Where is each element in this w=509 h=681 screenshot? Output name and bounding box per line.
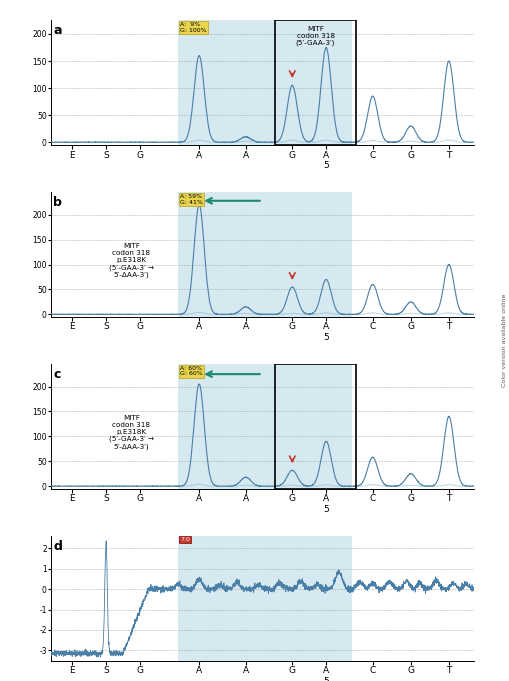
Text: a: a xyxy=(53,24,62,37)
Text: MITF
codon 318
(5′-GAA-3′): MITF codon 318 (5′-GAA-3′) xyxy=(295,26,334,46)
Text: b: b xyxy=(53,196,62,209)
Text: MITF
codon 318
p.E318K
(5′-GAA-3′ →
5′-ΔAA-3′): MITF codon 318 p.E318K (5′-GAA-3′ → 5′-Δ… xyxy=(109,243,154,278)
Bar xyxy=(275,364,355,489)
Bar xyxy=(178,192,351,317)
Text: Color version available online: Color version available online xyxy=(501,294,506,387)
Text: MITF
codon 318
p.E318K
(5′-GAA-3′ →
5′-ΔAA-3′): MITF codon 318 p.E318K (5′-GAA-3′ → 5′-Δ… xyxy=(109,415,154,450)
Bar xyxy=(178,364,351,489)
Text: A: 59%
G: 41%: A: 59% G: 41% xyxy=(180,194,203,204)
Bar xyxy=(178,536,351,661)
Text: d: d xyxy=(53,540,62,553)
Text: 7.0: 7.0 xyxy=(180,537,190,542)
Text: A: 60%
G: 60%: A: 60% G: 60% xyxy=(180,366,203,377)
Text: c: c xyxy=(53,368,61,381)
Text: A:  9%
G: 100%: A: 9% G: 100% xyxy=(180,22,206,33)
Bar xyxy=(275,20,355,145)
Bar xyxy=(178,20,351,145)
